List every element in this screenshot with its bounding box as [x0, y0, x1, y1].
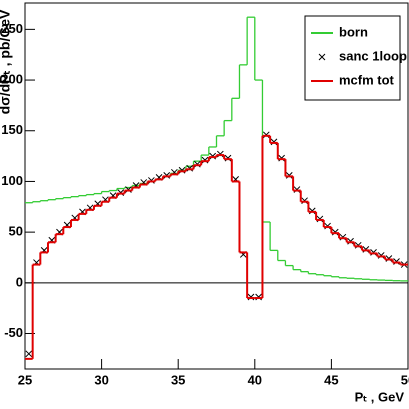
x-tick-label: 25	[18, 372, 32, 387]
y-tick-label: -50	[4, 325, 23, 340]
marker	[201, 156, 209, 164]
legend-label: born	[339, 24, 368, 39]
legend-label: mcfm tot	[339, 72, 395, 87]
marker	[370, 249, 377, 256]
marker	[324, 222, 331, 230]
marker	[262, 131, 270, 139]
x-axis-label: Pₜ , GeV	[355, 389, 405, 404]
marker	[347, 237, 354, 245]
y-tick-label: 150	[1, 122, 23, 137]
plot-area	[25, 16, 408, 360]
marker	[339, 233, 347, 241]
y-tick-label: 250	[1, 21, 23, 36]
y-tick-label: 0	[16, 274, 23, 289]
marker	[255, 293, 262, 301]
y-axis-label: dσ/dPₜ , pb/GeV	[0, 9, 13, 114]
marker	[209, 152, 217, 160]
marker	[293, 186, 301, 193]
y-tick-label: 50	[9, 224, 23, 239]
legend-swatch	[318, 53, 326, 61]
marker	[301, 197, 308, 205]
marker	[148, 177, 155, 184]
marker	[385, 255, 393, 262]
marker	[247, 293, 255, 301]
marker	[117, 189, 125, 196]
marker	[285, 172, 293, 179]
marker	[193, 160, 201, 168]
marker	[224, 154, 232, 162]
plot-frame	[24, 2, 409, 370]
x-tick-label: 35	[171, 372, 185, 387]
marker	[308, 207, 316, 215]
marker	[377, 252, 385, 259]
marker	[393, 258, 400, 265]
marker	[278, 154, 285, 162]
x-tick-label: 40	[248, 372, 262, 387]
marker	[270, 138, 278, 146]
marker	[25, 350, 33, 358]
x-tick-label: 30	[94, 372, 108, 387]
marker	[354, 241, 362, 249]
marker	[331, 228, 339, 236]
legend-label: sanc 1loop	[339, 48, 407, 63]
x-tick-label: 45	[324, 372, 338, 387]
marker	[316, 215, 324, 223]
y-tick-label: 100	[1, 173, 23, 188]
y-tick-label: 200	[1, 71, 23, 86]
marker	[216, 150, 224, 158]
marker	[163, 172, 171, 179]
marker	[362, 246, 370, 253]
x-tick-label: 50	[401, 372, 409, 387]
